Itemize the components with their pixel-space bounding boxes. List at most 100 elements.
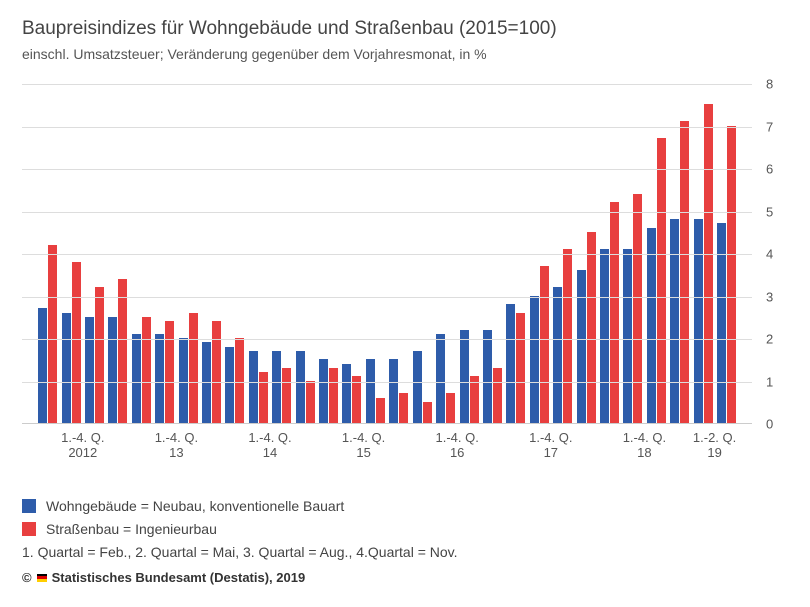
bar-group [715, 126, 738, 424]
bar-group [59, 262, 82, 424]
bar-strassenbau [282, 368, 291, 423]
grid-line [22, 254, 752, 255]
bar-group [340, 364, 363, 424]
bar-wohngebaeude [506, 304, 515, 423]
bar-wohngebaeude [389, 359, 398, 423]
grid-line [22, 212, 752, 213]
bar-wohngebaeude [460, 330, 469, 424]
bar-group [528, 266, 551, 423]
bar-wohngebaeude [647, 228, 656, 424]
bar-wohngebaeude [577, 270, 586, 423]
bar-group [130, 317, 153, 423]
bar-group [598, 202, 621, 423]
bar-group [434, 334, 457, 423]
y-tick-label: 1 [766, 374, 788, 389]
x-tick-label: 1.-4. Q.13 [141, 430, 211, 460]
bar-group [293, 351, 316, 423]
bar-strassenbau [563, 249, 572, 423]
bar-wohngebaeude [108, 317, 117, 423]
bar-wohngebaeude [179, 338, 188, 423]
bar-wohngebaeude [319, 359, 328, 423]
chart-container: 012345678 1.-4. Q.20121.-4. Q.131.-4. Q.… [22, 84, 788, 444]
bar-strassenbau [306, 381, 315, 424]
bar-group [364, 359, 387, 423]
y-tick-label: 5 [766, 204, 788, 219]
bar-strassenbau [727, 126, 736, 424]
bar-group [36, 245, 59, 424]
bar-strassenbau [48, 245, 57, 424]
bar-strassenbau [95, 287, 104, 423]
legend-label: Wohngebäude = Neubau, konventionelle Bau… [46, 498, 344, 514]
bar-strassenbau [493, 368, 502, 423]
bar-group [317, 359, 340, 423]
grid-line [22, 339, 752, 340]
x-axis: 1.-4. Q.2012 1.-4. Q.13 1.-4. Q.14 1.-4. Q.… [36, 428, 738, 468]
chart-subtitle: einschl. Umsatzsteuer; Veränderung gegen… [22, 46, 788, 62]
bar-group [551, 249, 574, 423]
y-axis: 012345678 [758, 84, 788, 424]
bar-group [411, 351, 434, 423]
footnote: 1. Quartal = Feb., 2. Quartal = Mai, 3. … [22, 544, 788, 560]
legend-item: Straßenbau = Ingenieurbau [22, 521, 788, 537]
x-tick-label: 1.-4. Q.2012 [48, 430, 118, 460]
bar-strassenbau [516, 313, 525, 424]
bar-group [176, 313, 199, 424]
legend-item: Wohngebäude = Neubau, konventionelle Bau… [22, 498, 788, 514]
bar-strassenbau [212, 321, 221, 423]
copyright-text: Statistisches Bundesamt (Destatis), 2019 [52, 570, 306, 585]
legend: Wohngebäude = Neubau, konventionelle Bau… [22, 498, 788, 537]
bar-wohngebaeude [553, 287, 562, 423]
bar-wohngebaeude [483, 330, 492, 424]
y-tick-label: 0 [766, 417, 788, 432]
x-tick-label: 1.-4. Q.17 [516, 430, 586, 460]
copyright: © Statistisches Bundesamt (Destatis), 20… [22, 570, 788, 585]
x-tick-label: 1.-4. Q.15 [329, 430, 399, 460]
bar-wohngebaeude [202, 342, 211, 423]
bar-strassenbau [376, 398, 385, 424]
chart-title: Baupreisindizes für Wohngebäude und Stra… [22, 18, 788, 40]
bar-wohngebaeude [132, 334, 141, 423]
bar-strassenbau [118, 279, 127, 424]
bar-wohngebaeude [413, 351, 422, 423]
bar-group [387, 359, 410, 423]
legend-label: Straßenbau = Ingenieurbau [46, 521, 217, 537]
x-tick-label: 1.-4. Q.16 [422, 430, 492, 460]
bar-group [691, 104, 714, 423]
bar-group [200, 321, 223, 423]
bar-group [83, 287, 106, 423]
flag-icon [37, 574, 47, 582]
y-tick-label: 7 [766, 119, 788, 134]
y-tick-label: 2 [766, 332, 788, 347]
bar-strassenbau [142, 317, 151, 423]
y-tick-label: 8 [766, 77, 788, 92]
bar-wohngebaeude [366, 359, 375, 423]
bar-strassenbau [657, 138, 666, 423]
bar-strassenbau [587, 232, 596, 423]
bar-group [668, 121, 691, 423]
bar-group [457, 330, 480, 424]
bar-wohngebaeude [436, 334, 445, 423]
bar-strassenbau [259, 372, 268, 423]
bar-group [645, 138, 668, 423]
bar-group [223, 338, 246, 423]
y-tick-label: 3 [766, 289, 788, 304]
bar-strassenbau [399, 393, 408, 423]
y-tick-label: 4 [766, 247, 788, 262]
bar-wohngebaeude [85, 317, 94, 423]
bar-strassenbau [165, 321, 174, 423]
bar-strassenbau [610, 202, 619, 423]
bar-strassenbau [540, 266, 549, 423]
bar-strassenbau [329, 368, 338, 423]
bar-group [106, 279, 129, 424]
bar-strassenbau [352, 376, 361, 423]
bar-wohngebaeude [694, 219, 703, 423]
bar-wohngebaeude [600, 249, 609, 423]
copyright-symbol: © [22, 570, 32, 585]
bar-group [504, 304, 527, 423]
bar-wohngebaeude [623, 249, 632, 423]
x-tick-label: 1.-4. Q.14 [235, 430, 305, 460]
legend-swatch [22, 499, 36, 513]
bar-wohngebaeude [670, 219, 679, 423]
bar-strassenbau [633, 194, 642, 424]
bar-group [574, 232, 597, 423]
